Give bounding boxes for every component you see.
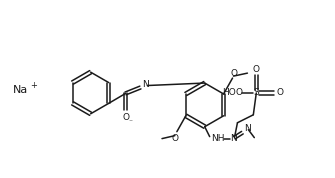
Text: O: O [172, 134, 179, 143]
Text: O: O [236, 88, 243, 98]
Text: N: N [142, 80, 149, 89]
Text: N: N [230, 134, 237, 143]
Text: ⁻: ⁻ [129, 118, 132, 127]
Text: O: O [253, 65, 260, 74]
Text: Na: Na [13, 85, 28, 95]
Text: O: O [230, 69, 237, 78]
Text: O: O [122, 113, 129, 122]
Text: +: + [30, 80, 37, 90]
Text: N: N [244, 124, 251, 133]
Text: NH: NH [211, 134, 224, 143]
Text: S: S [253, 88, 259, 98]
Text: HO: HO [222, 88, 236, 98]
Text: O: O [277, 88, 284, 98]
